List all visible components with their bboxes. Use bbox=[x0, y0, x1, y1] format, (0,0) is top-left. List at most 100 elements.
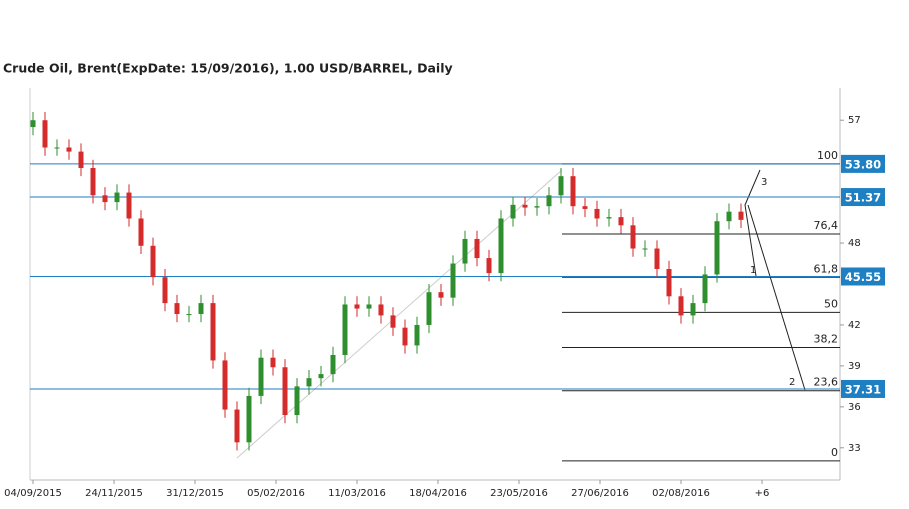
fib-label: 23,6 bbox=[814, 376, 839, 389]
candle-body bbox=[498, 218, 504, 274]
candle-body bbox=[102, 195, 108, 203]
x-tick-label: 31/12/2015 bbox=[166, 488, 224, 499]
wave-label: 1 bbox=[750, 265, 756, 276]
candle-body bbox=[570, 176, 576, 207]
candle-body bbox=[726, 211, 732, 222]
x-tick-label: +6 bbox=[755, 488, 770, 499]
y-tick-label: 39 bbox=[848, 361, 861, 372]
wave-line bbox=[747, 204, 806, 391]
candle-body bbox=[30, 120, 36, 128]
wave-lines bbox=[744, 169, 806, 391]
y-tick-label: 33 bbox=[848, 443, 861, 454]
trend-line bbox=[236, 169, 563, 459]
candle-body bbox=[246, 395, 252, 443]
candle-body bbox=[342, 304, 348, 355]
x-tick-label: 24/11/2015 bbox=[85, 488, 143, 499]
y-tick-label: 48 bbox=[848, 238, 861, 249]
candle-body bbox=[714, 221, 720, 275]
candle-body bbox=[402, 327, 408, 346]
candle-body bbox=[414, 324, 420, 346]
candle-body bbox=[642, 248, 648, 250]
fib-label: 76,4 bbox=[814, 219, 839, 232]
fib-label: 100 bbox=[817, 149, 838, 162]
candle-body bbox=[114, 192, 120, 203]
x-tick-label: 05/02/2016 bbox=[247, 488, 305, 499]
candle-body bbox=[474, 238, 480, 259]
fib-label: 61,8 bbox=[814, 262, 839, 275]
candle-body bbox=[66, 147, 72, 152]
candle-body bbox=[306, 378, 312, 387]
candle-body bbox=[438, 292, 444, 298]
candle-body bbox=[126, 192, 132, 219]
candle-body bbox=[606, 217, 612, 219]
candle-body bbox=[222, 360, 228, 410]
candle-body bbox=[510, 204, 516, 219]
candle-body bbox=[258, 357, 264, 396]
fib-label: 50 bbox=[824, 297, 838, 310]
x-tick-label: 04/09/2015 bbox=[4, 488, 62, 499]
candle-body bbox=[690, 303, 696, 316]
price-badge bbox=[841, 188, 885, 207]
y-tick-label: 42 bbox=[848, 320, 861, 331]
candle-body bbox=[54, 147, 60, 149]
candle-body bbox=[546, 195, 552, 207]
candle-body bbox=[582, 206, 588, 209]
candle-body bbox=[174, 303, 180, 315]
price-badge-label: 53.80 bbox=[845, 157, 881, 171]
price-badge-label: 45.55 bbox=[845, 270, 881, 284]
candle-body bbox=[234, 409, 240, 443]
candle-body bbox=[138, 218, 144, 246]
candle-body bbox=[630, 225, 636, 249]
candle-body bbox=[534, 206, 540, 208]
candle-body bbox=[354, 304, 360, 309]
candle-body bbox=[426, 292, 432, 325]
candle-body bbox=[198, 303, 204, 315]
candle-body bbox=[702, 274, 708, 304]
y-tick-label: 57 bbox=[848, 115, 861, 126]
candle-body bbox=[486, 258, 492, 274]
candle-body bbox=[318, 374, 324, 379]
x-tick-label: 11/03/2016 bbox=[328, 488, 386, 499]
x-tick-label: 23/05/2016 bbox=[490, 488, 548, 499]
candle-body bbox=[282, 367, 288, 416]
wave-label: 3 bbox=[761, 177, 767, 188]
candle-body bbox=[678, 296, 684, 316]
candle-body bbox=[42, 120, 48, 148]
price-badge bbox=[841, 379, 885, 398]
price-badge-label: 37.31 bbox=[845, 382, 881, 396]
candle-body bbox=[210, 303, 216, 361]
y-tick-label: 36 bbox=[848, 402, 861, 413]
candle-body bbox=[450, 263, 456, 298]
price-badge bbox=[841, 154, 885, 173]
candle-body bbox=[270, 357, 276, 368]
price-badge-label: 51.37 bbox=[845, 191, 881, 205]
candle-body bbox=[78, 151, 84, 168]
wave-label: 2 bbox=[789, 377, 795, 388]
candle-body bbox=[522, 204, 528, 208]
candle-body bbox=[162, 277, 168, 304]
candle-body bbox=[618, 217, 624, 226]
candle-body bbox=[150, 245, 156, 278]
wave-line bbox=[744, 169, 761, 277]
candle-body bbox=[738, 211, 744, 220]
candle-body bbox=[390, 315, 396, 328]
candle-body bbox=[558, 176, 564, 196]
price-badge bbox=[841, 267, 885, 286]
chart-title: Crude Oil, Brent(ExpDate: 15/09/2016), 1… bbox=[3, 61, 453, 76]
candle-body bbox=[654, 248, 660, 269]
candle-body bbox=[186, 314, 192, 316]
candle-body bbox=[666, 268, 672, 297]
candle-body bbox=[366, 304, 372, 309]
x-tick-label: 02/08/2016 bbox=[652, 488, 710, 499]
x-tick-label: 18/04/2016 bbox=[409, 488, 467, 499]
fib-label: 0 bbox=[831, 446, 838, 459]
x-tick-label: 27/06/2016 bbox=[571, 488, 629, 499]
candle-body bbox=[330, 354, 336, 375]
candle-body bbox=[378, 304, 384, 316]
candle-body bbox=[90, 167, 96, 196]
candle-body bbox=[594, 208, 600, 219]
candle-body bbox=[462, 238, 468, 264]
candle-body bbox=[294, 386, 300, 416]
